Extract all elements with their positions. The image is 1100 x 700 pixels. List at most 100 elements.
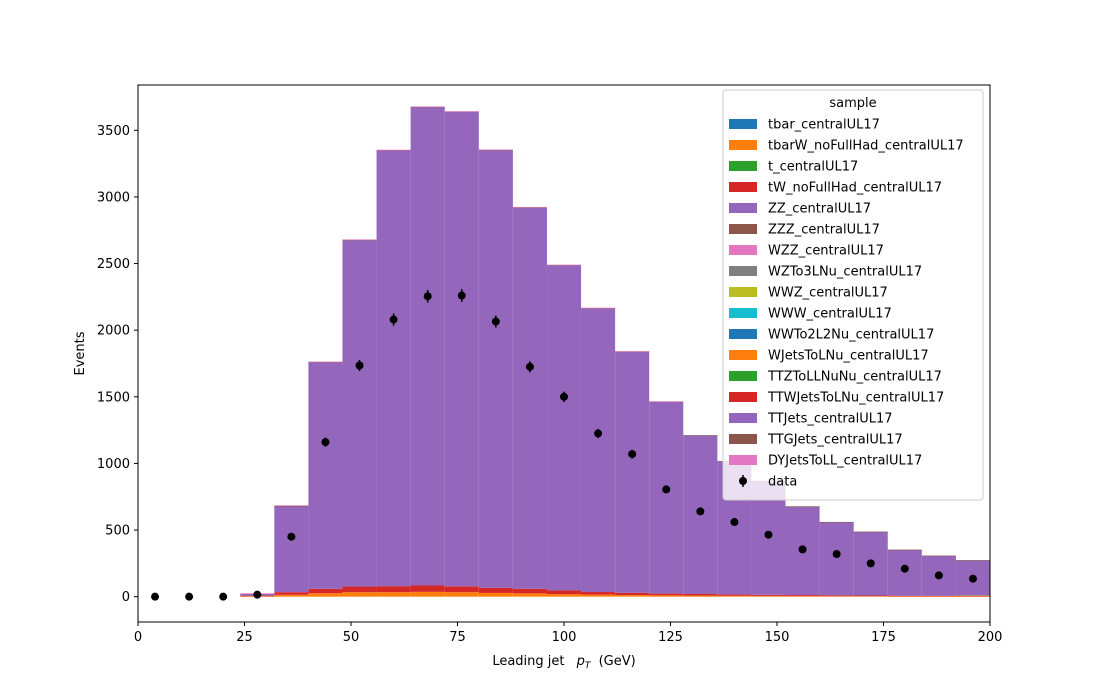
bar-segment-14-6 bbox=[342, 240, 377, 587]
bar-segment-1-8 bbox=[410, 591, 445, 597]
y-axis-ticks: 0 500 1000 1500 2000 2500 3000 3500 bbox=[97, 124, 138, 605]
bar-segment-3-6 bbox=[342, 586, 377, 593]
legend-swatch-16 bbox=[729, 455, 757, 465]
data-point-20 bbox=[832, 550, 841, 559]
bar-segment-1-18 bbox=[751, 595, 786, 597]
bar-segment-14-4 bbox=[274, 506, 309, 593]
data-point-10 bbox=[491, 317, 500, 326]
bar-segment-1-14 bbox=[615, 595, 650, 597]
bar-segment-15-16 bbox=[683, 435, 718, 436]
y-tick-label-0: 0 bbox=[122, 590, 130, 605]
y-tick-label-7: 3500 bbox=[97, 124, 130, 139]
bar-segment-15-19 bbox=[785, 506, 820, 507]
bar-segment-15-24 bbox=[955, 560, 990, 561]
bar-segment-14-5 bbox=[308, 362, 343, 589]
x-tick-label-4: 100 bbox=[552, 630, 577, 645]
data-point-2 bbox=[219, 592, 228, 601]
legend-swatch-10 bbox=[729, 329, 757, 339]
bar-segment-14-20 bbox=[819, 522, 854, 596]
bar-segment-3-20 bbox=[819, 595, 854, 597]
bar-segment-14-13 bbox=[581, 308, 616, 593]
bar-segment-3-22 bbox=[887, 595, 922, 597]
bar-segment-3-10 bbox=[478, 587, 513, 593]
legend-data-marker bbox=[739, 477, 747, 485]
data-point-8 bbox=[423, 292, 432, 301]
legend-label-3: tW_noFullHad_centralUL17 bbox=[768, 181, 942, 196]
legend-swatch-11 bbox=[729, 350, 757, 360]
x-axis-label-text: Leading jet bbox=[492, 654, 564, 669]
bar-segment-1-24 bbox=[955, 596, 990, 597]
data-point-6 bbox=[355, 361, 364, 370]
bar-segment-3-9 bbox=[444, 586, 479, 593]
bar-segment-3-16 bbox=[683, 594, 718, 596]
bar-segment-1-16 bbox=[683, 595, 718, 597]
legend-swatch-7 bbox=[729, 266, 757, 276]
bar-segment-16-5 bbox=[308, 361, 343, 363]
bar-segment-1-15 bbox=[649, 595, 684, 597]
legend-items: tbar_centralUL17 tbarW_noFullHad_centralU… bbox=[729, 118, 964, 490]
legend-swatch-13 bbox=[729, 392, 757, 402]
data-point-4 bbox=[287, 532, 296, 541]
legend-swatch-5 bbox=[729, 224, 757, 234]
legend-label-0: tbar_centralUL17 bbox=[768, 118, 880, 133]
legend-swatch-6 bbox=[729, 245, 757, 255]
legend-swatch-15 bbox=[729, 434, 757, 444]
bar-segment-3-4 bbox=[274, 592, 309, 595]
bar-segment-14-10 bbox=[478, 150, 513, 588]
y-tick-label-3: 1500 bbox=[97, 390, 130, 405]
legend-label-11: WJetsToLNu_centralUL17 bbox=[768, 349, 929, 364]
bar-segment-1-17 bbox=[717, 595, 752, 597]
data-point-13 bbox=[594, 429, 603, 438]
legend-label-16: DYJetsToLL_centralUL17 bbox=[768, 454, 922, 469]
legend-label-15: TTGJets_centralUL17 bbox=[767, 433, 903, 448]
bar-segment-16-7 bbox=[376, 149, 411, 151]
bar-segment-16-11 bbox=[512, 207, 547, 208]
bar-segment-16-10 bbox=[478, 149, 513, 151]
x-tick-label-1: 25 bbox=[236, 630, 253, 645]
bar-segment-16-4 bbox=[274, 505, 309, 506]
bar-segment-3-21 bbox=[853, 595, 888, 597]
y-tick-label-1: 500 bbox=[105, 524, 130, 539]
x-axis-label-unit: (GeV) bbox=[599, 654, 636, 669]
bar-segment-3-14 bbox=[615, 592, 650, 596]
data-point-16 bbox=[696, 507, 705, 516]
legend-label-10: WWTo2L2Nu_centralUL17 bbox=[768, 328, 934, 343]
legend-label-13: TTWJetsToLNu_centralUL17 bbox=[767, 391, 944, 406]
bar-segment-1-10 bbox=[478, 592, 513, 597]
x-tick-label-0: 0 bbox=[134, 630, 142, 645]
legend-swatch-4 bbox=[729, 203, 757, 213]
bar-segment-8-24 bbox=[955, 595, 990, 597]
y-tick-label-5: 2500 bbox=[97, 257, 130, 272]
legend-swatch-8 bbox=[729, 287, 757, 297]
bar-segment-1-4 bbox=[274, 594, 309, 597]
bar-segment-14-22 bbox=[887, 549, 922, 596]
bar-segment-16-15 bbox=[649, 401, 684, 402]
bar-segment-1-12 bbox=[546, 594, 582, 597]
bar-segment-1-11 bbox=[512, 593, 547, 597]
data-point-22 bbox=[900, 564, 909, 573]
bar-segment-1-6 bbox=[342, 592, 377, 597]
legend-label-7: WZTo3LNu_centralUL17 bbox=[768, 265, 922, 280]
bar-segment-14-11 bbox=[512, 207, 547, 589]
legend-label-5: ZZZ_centralUL17 bbox=[768, 223, 880, 238]
data-points bbox=[151, 289, 977, 601]
bar-segment-3-15 bbox=[649, 593, 684, 596]
bar-segment-16-9 bbox=[444, 111, 479, 112]
legend-title: sample bbox=[829, 96, 876, 111]
data-point-9 bbox=[457, 291, 466, 300]
legend-label-14: TTJets_centralUL17 bbox=[767, 412, 893, 427]
bar-segment-14-14 bbox=[615, 351, 650, 593]
bar-segment-16-13 bbox=[581, 307, 616, 309]
x-axis-label: Leading jet pT (GeV) bbox=[492, 654, 635, 672]
data-point-3 bbox=[253, 590, 262, 599]
x-tick-label-7: 175 bbox=[871, 630, 896, 645]
x-axis-label-symbol: p bbox=[576, 654, 585, 669]
bar-segment-3-18 bbox=[751, 594, 786, 596]
x-tick-label-8: 200 bbox=[978, 630, 1003, 645]
legend-swatch-0 bbox=[729, 119, 757, 129]
bar-segment-1-7 bbox=[376, 592, 411, 597]
bar-segment-15-4 bbox=[274, 505, 309, 507]
bar-segment-1-9 bbox=[444, 592, 479, 597]
data-point-12 bbox=[560, 392, 568, 401]
